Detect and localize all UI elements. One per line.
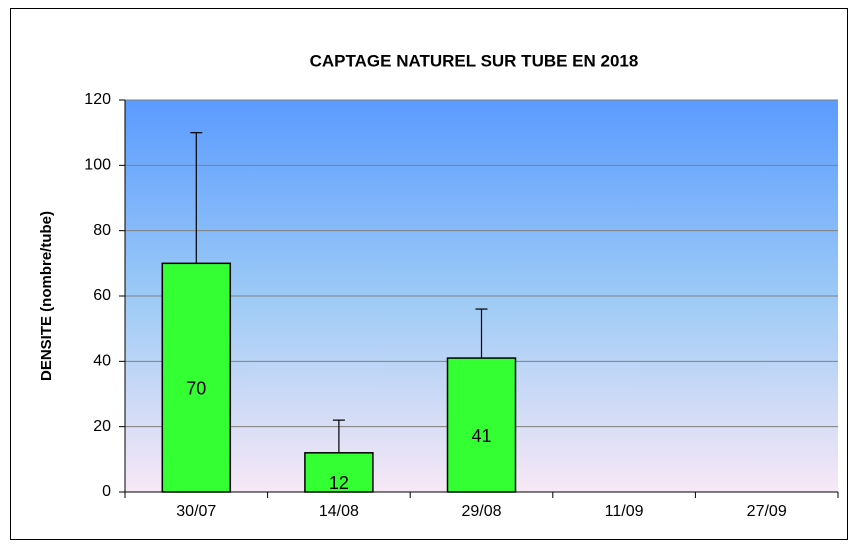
data-label: 12 — [329, 473, 349, 493]
x-tick-label: 14/08 — [319, 503, 359, 520]
y-tick-label: 60 — [93, 287, 111, 304]
x-tick-label: 11/09 — [605, 503, 644, 520]
x-tick-label: 29/08 — [461, 503, 501, 520]
y-tick-label: 20 — [93, 418, 111, 435]
data-label: 41 — [471, 426, 491, 446]
y-tick-label: 120 — [84, 91, 111, 108]
y-tick-label: 80 — [93, 222, 111, 239]
y-axis-label: DENSITE (nombre/tube) — [38, 211, 55, 381]
x-tick-label: 30/07 — [176, 503, 216, 520]
bar — [161, 262, 232, 493]
data-label: 70 — [186, 378, 206, 398]
y-tick-label: 0 — [102, 483, 111, 500]
y-tick-label: 40 — [93, 353, 111, 370]
y-tick-label: 100 — [84, 157, 111, 174]
chart-title: CAPTAGE NATUREL SUR TUBE EN 2018 — [310, 51, 639, 70]
bar — [304, 452, 374, 493]
x-tick-label: 27/09 — [747, 503, 787, 520]
